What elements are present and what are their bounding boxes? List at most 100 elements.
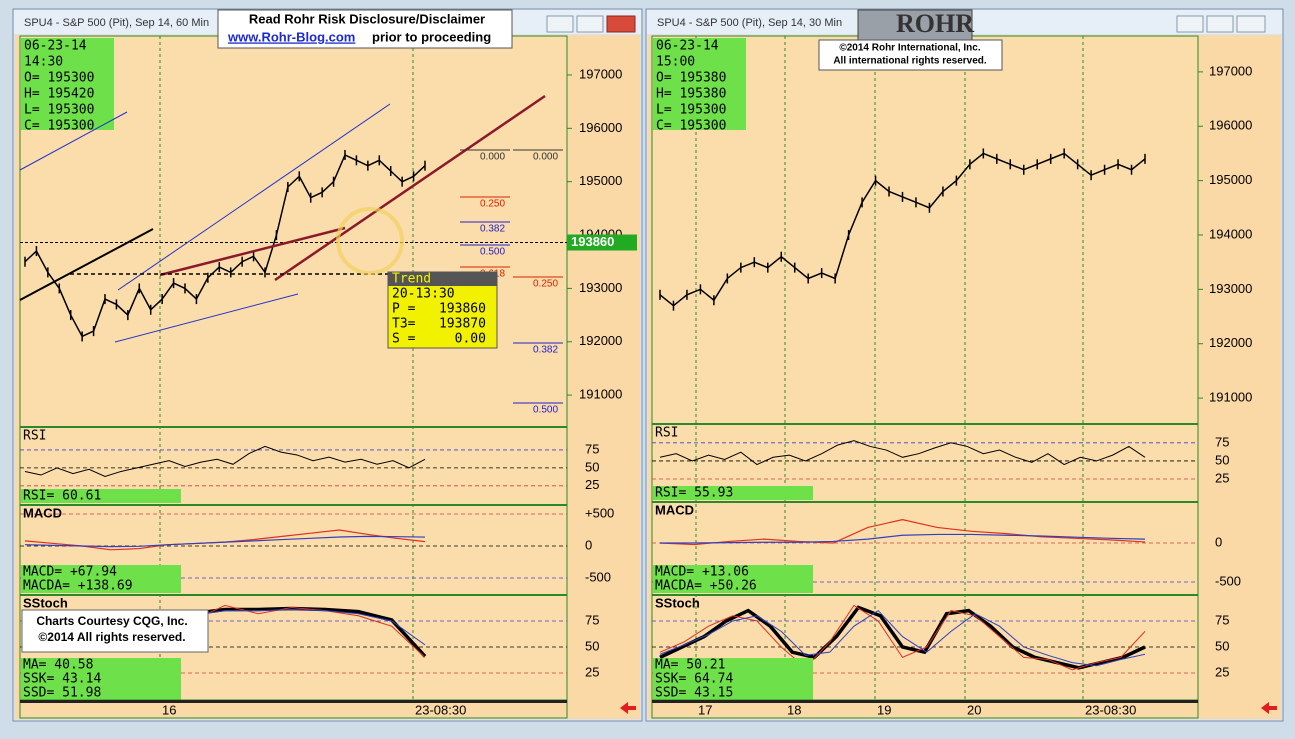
readout-box — [21, 579, 181, 593]
trend-line — [159, 226, 346, 277]
session-bar — [20, 700, 567, 703]
y-tick-label: 194000 — [1209, 226, 1252, 241]
readout-box — [21, 489, 181, 503]
x-tick-label: 20 — [967, 702, 981, 717]
logo-box — [857, 9, 973, 41]
x-tick-label: 23-08:30 — [415, 702, 466, 717]
readout: RSI= 55.93 — [655, 486, 733, 501]
y-tick-label: 195000 — [1209, 172, 1252, 187]
fib-label: 0.382 — [533, 345, 558, 356]
info-box — [653, 38, 746, 130]
session-bar — [652, 700, 1198, 703]
panel-label: SStoch — [23, 595, 68, 610]
indicator-line — [660, 533, 1146, 544]
cqg-box — [21, 609, 209, 653]
cqg-text: Charts Courtesy CQG, Inc. — [36, 614, 187, 628]
info-row: C= 195300 — [656, 119, 726, 134]
logo: ROHR — [896, 9, 974, 38]
trend-box: Trend 20-13:30 P = 193860 T3= 193870 S =… — [387, 271, 498, 349]
trend-title: Trend — [392, 272, 431, 287]
price-line — [24, 153, 426, 338]
readout-box — [653, 579, 813, 593]
trend-line — [117, 103, 391, 291]
y-tick-label: 50 — [585, 638, 599, 653]
scroll-arrow[interactable] — [620, 702, 636, 714]
last-price-label: 193860 — [571, 234, 614, 249]
x-tick-label: 18 — [787, 702, 801, 717]
y-tick-label: 0 — [1215, 534, 1222, 549]
readout-box — [21, 672, 181, 686]
x-tick-label: 23-08:30 — [1085, 702, 1136, 717]
banner-link[interactable]: www.Rohr-Blog.com — [227, 29, 355, 44]
y-tick-label: 193000 — [579, 280, 622, 295]
readout: RSI= 60.61 — [23, 489, 101, 504]
fib-label: 0.250 — [480, 199, 505, 210]
y-tick-label: 192000 — [579, 333, 622, 348]
x-tick-label: 19 — [877, 702, 891, 717]
content: SPU4 - S&P 500 (Pit), Sep 14, 60 Min 1910… — [15, 17, 1281, 719]
indicator-line — [24, 535, 426, 548]
readout: MACD= +67.94 — [23, 565, 117, 580]
indicator-line — [659, 440, 1146, 466]
y-tick-label: +500 — [585, 505, 614, 520]
y-tick-label: 196000 — [1209, 118, 1252, 133]
panel-label: RSI — [23, 429, 46, 444]
y-tick-label: -500 — [585, 569, 611, 584]
readout: MACDA= +50.26 — [655, 579, 757, 594]
indicator-line — [659, 519, 1146, 546]
banner-text: prior to proceeding — [372, 29, 491, 44]
trend-row: P = 193860 — [392, 302, 486, 317]
y-tick-label: 0 — [585, 537, 592, 552]
y-tick-label: 25 — [1215, 470, 1229, 485]
readout: MACD= +13.06 — [655, 565, 749, 580]
readout-box — [21, 658, 181, 672]
copyright: ©2014 Rohr International, Inc. — [839, 43, 981, 54]
y-tick-label: 193000 — [1209, 281, 1252, 296]
disclaimer-banner — [217, 9, 513, 49]
y-tick-label: 50 — [585, 459, 599, 474]
y-tick-label: -500 — [1215, 573, 1241, 588]
indicator-line — [659, 609, 1146, 667]
info-row: O= 195380 — [656, 71, 726, 86]
y-tick-label: 191000 — [579, 387, 622, 402]
readout: SSD= 51.98 — [23, 686, 101, 701]
cursor-highlight — [336, 207, 404, 275]
readout-box — [653, 486, 813, 500]
trend-line — [274, 94, 546, 282]
y-tick-label: 75 — [585, 441, 599, 456]
trend-line — [114, 293, 299, 343]
y-tick-label: 25 — [585, 664, 599, 679]
x-tick-label: 17 — [698, 702, 712, 717]
y-tick-label: 25 — [585, 477, 599, 492]
readout: SSK= 43.14 — [23, 672, 101, 687]
info-row: C= 195300 — [24, 119, 94, 134]
fib-label: 0.500 — [533, 405, 558, 416]
info-row: 06-23-14 — [24, 39, 87, 54]
panel-label: RSI — [655, 426, 678, 441]
scroll-arrow[interactable] — [1261, 702, 1277, 714]
readout-box — [21, 686, 181, 700]
indicator-line — [659, 605, 1146, 670]
trend-line — [19, 228, 154, 301]
panel-label: MACD — [23, 505, 62, 520]
fib-label: 0.500 — [480, 247, 505, 258]
x-tick-label: 16 — [162, 702, 176, 717]
copyright: All international rights reserved. — [833, 56, 987, 67]
y-tick-label: 50 — [1215, 452, 1229, 467]
y-tick-label: 197000 — [579, 66, 622, 81]
y-tick-label: 75 — [1215, 612, 1229, 627]
window-controls[interactable] — [546, 15, 1266, 33]
readout-box — [653, 565, 813, 579]
y-tick-label: 75 — [585, 612, 599, 627]
window-title: SPU4 - S&P 500 (Pit), Sep 14, 60 Min — [24, 17, 209, 29]
last-price-box — [567, 234, 637, 251]
y-tick-label: 197000 — [1209, 63, 1252, 78]
panel-label: SStoch — [655, 595, 700, 610]
readout-box — [653, 672, 813, 686]
trend-row: T3= 193870 — [392, 317, 486, 332]
fib-label: 0.000 — [533, 152, 558, 163]
info-row: O= 195300 — [24, 71, 94, 86]
banner-text: Read Rohr Risk Disclosure/Disclaimer — [249, 11, 485, 26]
info-row: 14:30 — [24, 55, 63, 70]
